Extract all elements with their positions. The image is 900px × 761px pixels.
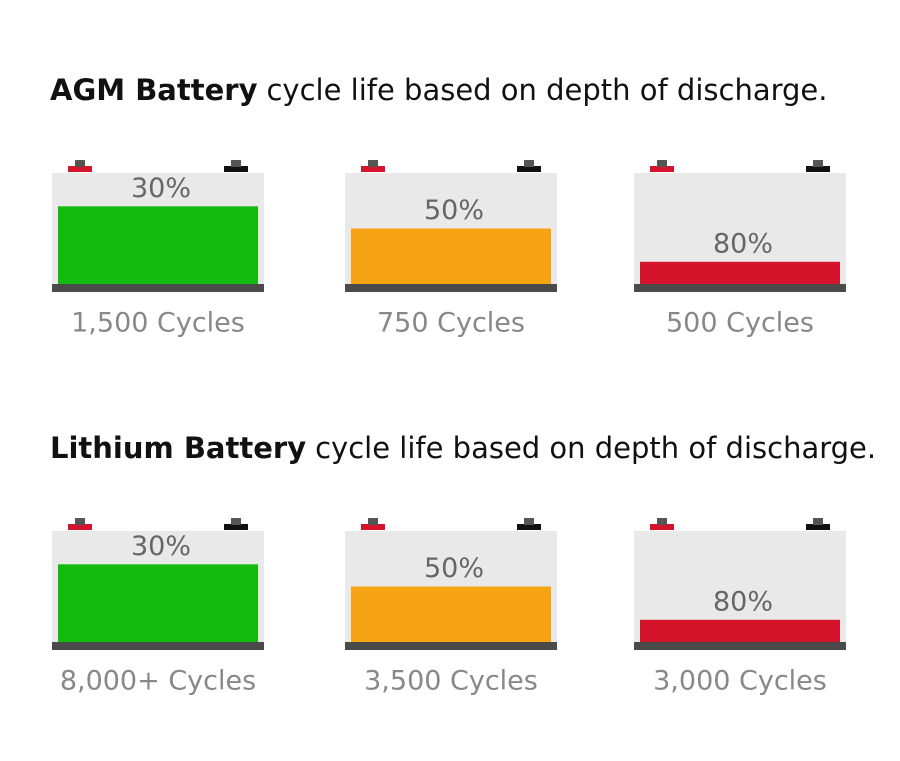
terminal-negative-post bbox=[524, 518, 534, 525]
charge-fill bbox=[640, 619, 840, 642]
terminal-negative-post bbox=[813, 160, 823, 167]
charge-fill bbox=[351, 586, 551, 642]
cycles-label: 1,500 Cycles bbox=[71, 308, 245, 339]
depth-label: 50% bbox=[424, 553, 484, 584]
terminal-positive bbox=[650, 524, 674, 530]
charge-fill bbox=[58, 206, 258, 284]
charge-fill bbox=[351, 228, 551, 284]
battery-base bbox=[634, 642, 846, 650]
terminal-positive bbox=[650, 166, 674, 172]
battery-base bbox=[52, 642, 264, 650]
terminal-negative-post bbox=[231, 518, 241, 525]
battery-base bbox=[634, 284, 846, 292]
charge-fill bbox=[640, 261, 840, 284]
cycles-label: 3,500 Cycles bbox=[364, 666, 538, 697]
terminal-negative bbox=[806, 166, 830, 172]
terminal-negative bbox=[517, 524, 541, 530]
depth-label: 30% bbox=[131, 531, 191, 562]
terminal-positive-post bbox=[657, 518, 667, 525]
depth-label: 80% bbox=[713, 228, 773, 259]
charge-fill bbox=[58, 564, 258, 642]
cycles-label: 8,000+ Cycles bbox=[60, 666, 256, 697]
cycles-label: 750 Cycles bbox=[377, 308, 525, 339]
terminal-positive-post bbox=[368, 160, 378, 167]
cycles-label: 500 Cycles bbox=[666, 308, 814, 339]
cycles-label: 3,000 Cycles bbox=[653, 666, 827, 697]
terminal-positive bbox=[361, 166, 385, 172]
terminal-positive bbox=[68, 524, 92, 530]
title-bold: Lithium Battery bbox=[50, 431, 306, 465]
terminal-negative bbox=[517, 166, 541, 172]
terminal-positive bbox=[361, 524, 385, 530]
section-title: Lithium Battery cycle life based on depth… bbox=[50, 431, 876, 465]
terminal-positive-post bbox=[368, 518, 378, 525]
terminal-negative bbox=[224, 524, 248, 530]
title-rest: cycle life based on depth of discharge. bbox=[315, 431, 876, 465]
depth-label: 30% bbox=[131, 173, 191, 204]
terminal-positive-post bbox=[75, 160, 85, 167]
title-bold: AGM Battery bbox=[50, 73, 258, 107]
battery-base bbox=[345, 642, 557, 650]
terminal-negative-post bbox=[524, 160, 534, 167]
depth-label: 50% bbox=[424, 195, 484, 226]
title-rest: cycle life based on depth of discharge. bbox=[266, 73, 827, 107]
terminal-negative-post bbox=[813, 518, 823, 525]
terminal-negative bbox=[806, 524, 830, 530]
terminal-negative bbox=[224, 166, 248, 172]
depth-label: 80% bbox=[713, 586, 773, 617]
terminal-positive-post bbox=[657, 160, 667, 167]
terminal-positive bbox=[68, 166, 92, 172]
section-title: AGM Battery cycle life based on depth of … bbox=[50, 73, 827, 107]
terminal-positive-post bbox=[75, 518, 85, 525]
battery-base bbox=[52, 284, 264, 292]
battery-base bbox=[345, 284, 557, 292]
terminal-negative-post bbox=[231, 160, 241, 167]
